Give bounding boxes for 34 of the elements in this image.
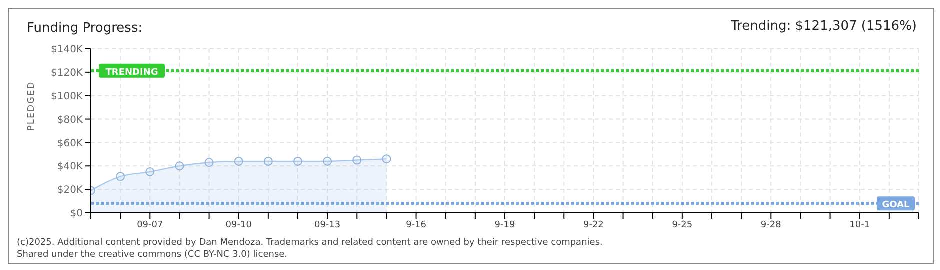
point — [116, 172, 126, 182]
x-tick-label: 10-1 — [850, 220, 870, 230]
x-tick-label: 9-25 — [672, 220, 693, 230]
y-axis-title: PLEDGED — [27, 81, 38, 131]
point — [204, 158, 214, 168]
x-tick-label: 9-19 — [494, 220, 516, 230]
x-tick-label: 09-13 — [314, 220, 341, 230]
y-tick-label: $140K — [50, 44, 84, 56]
x-tick-label: 9-16 — [406, 220, 427, 230]
point — [175, 162, 184, 171]
point — [323, 156, 332, 166]
ref-line-label: GOAL — [882, 200, 910, 211]
x-tick-label: 09-07 — [137, 220, 164, 230]
y-tick-label: $80K — [57, 114, 84, 126]
chart-title: Funding Progress: — [27, 21, 143, 36]
y-tick-label: $40K — [57, 162, 84, 173]
y-tick-label: $120K — [50, 68, 84, 79]
x-tick-label: 09-10 — [226, 220, 252, 230]
chart-subtitle: Trending: $121,307 (1516%) — [731, 19, 917, 34]
y-tick-label: $60K — [57, 138, 84, 150]
y-tick-label: $20K — [57, 185, 84, 196]
x-tick-label: 9-28 — [760, 220, 782, 230]
point — [146, 168, 155, 176]
x-tick-label: 9-22 — [583, 220, 604, 230]
point — [294, 156, 302, 166]
ref-line-label: TRENDING — [106, 68, 158, 78]
y-tick-label: $0 — [70, 208, 83, 220]
point — [264, 156, 273, 166]
point — [352, 156, 362, 165]
text: (c)2025. Additional content provided by Dan Mendoza. Trademarks and related content are owned by their respective companies. — [17, 237, 603, 249]
point — [382, 154, 392, 164]
point — [234, 156, 244, 166]
text: Shared under the creative commons (CC BY-NC 3.0) license. — [17, 249, 289, 261]
y-tick-label: $100K — [50, 91, 84, 102]
